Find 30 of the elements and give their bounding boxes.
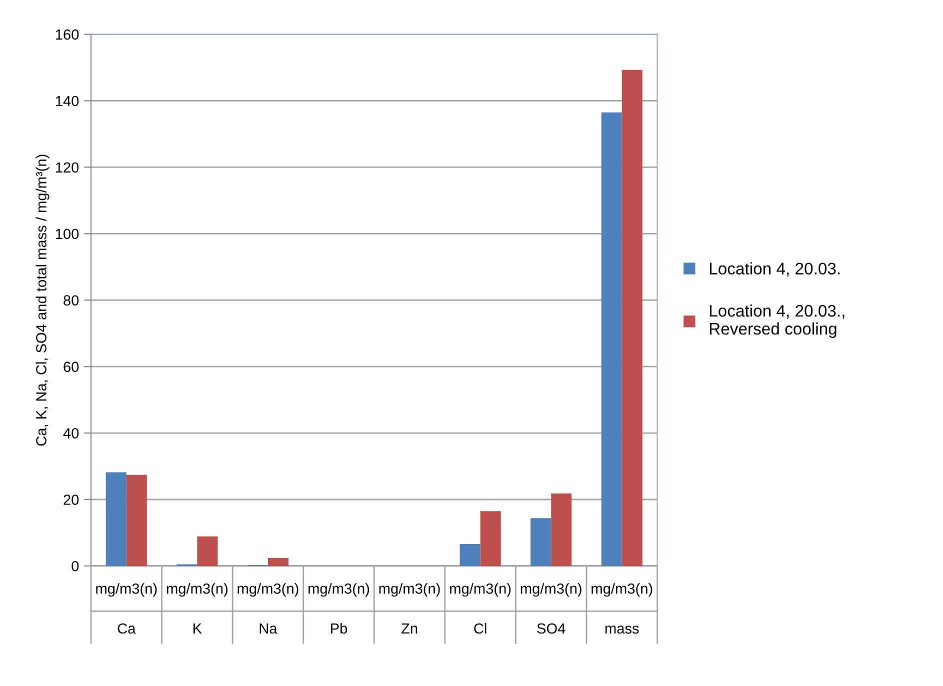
bar — [197, 536, 218, 566]
category-label: mg/m3(n) Cl — [450, 583, 511, 634]
y-tick-label: 160 — [56, 29, 79, 40]
bar — [551, 494, 572, 566]
y-tick-label: 20 — [64, 494, 79, 505]
y-axis-title: Ca, K, Na, Cl, SO4 and total mass / mg/m³(n) — [36, 154, 50, 446]
bar — [106, 472, 126, 566]
y-tick-label: 40 — [63, 428, 79, 438]
legend-label: Location 4, 20.03. — [710, 262, 840, 276]
bar — [622, 70, 642, 566]
bar — [126, 474, 147, 566]
category-label: mg/m3(n) SO4 — [520, 583, 582, 634]
bar — [530, 518, 552, 566]
y-tick-label: 140 — [56, 96, 79, 106]
bar — [480, 511, 501, 566]
bar — [601, 112, 622, 566]
y-tick-label: 0 — [72, 561, 79, 572]
y-tick-label: 60 — [64, 362, 79, 372]
category-label: mg/m3(n) mass — [592, 583, 652, 634]
category-label: mg/m3(n) Pb — [308, 583, 370, 634]
category-label: mg/m3(n) Ca — [96, 583, 157, 634]
category-label: mg/m3(n) Na — [238, 583, 298, 634]
legend-label: Location 4, 20.03., Reversed cooling — [710, 304, 844, 338]
category-label: mg/m3(n) Zn — [379, 583, 440, 634]
category-label: mg/m3(n) K — [166, 583, 228, 634]
bar — [268, 558, 288, 566]
bar — [460, 544, 480, 566]
y-tick-label: 80 — [64, 295, 79, 306]
y-tick-label: 120 — [56, 162, 79, 173]
y-tick-label: 100 — [56, 228, 79, 240]
